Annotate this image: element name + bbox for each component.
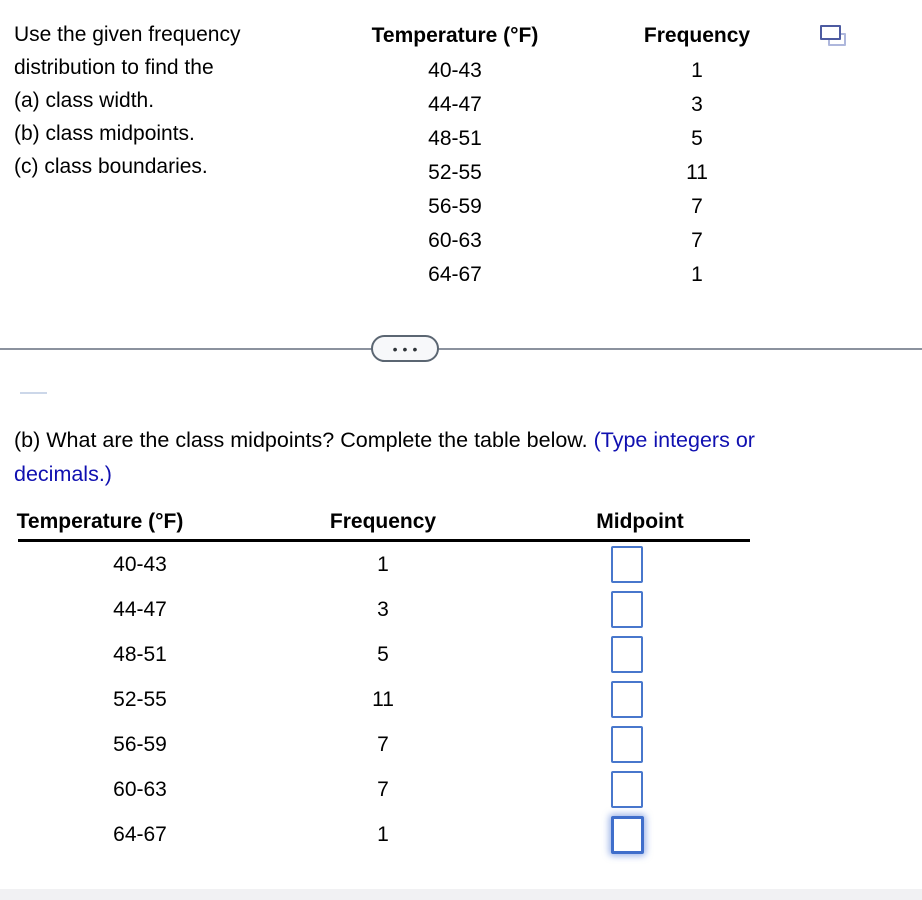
- frequency-value: 5: [377, 642, 389, 666]
- class-range: 40-43: [113, 552, 167, 576]
- midpoint-column-header: Midpoint: [596, 509, 684, 533]
- table-header-row: Temperature (°F) Frequency: [325, 18, 809, 54]
- frequency-value: 1: [691, 263, 703, 286]
- class-range: 56-59: [428, 195, 482, 218]
- table-row: 52-55 11: [0, 677, 780, 722]
- midpoint-input[interactable]: [611, 681, 643, 718]
- class-range: 44-47: [113, 597, 167, 621]
- table-row: 44-47 3: [0, 587, 780, 632]
- table-row: 40-43 1: [325, 54, 809, 88]
- question-b-prompt: (b) What are the class midpoints? Comple…: [14, 428, 594, 452]
- table-row: 48-51 5: [325, 122, 809, 156]
- frequency-value: 11: [686, 161, 708, 184]
- frequency-column-header: Frequency: [643, 24, 751, 47]
- table-row: 56-59 7: [325, 190, 809, 224]
- table-row: 48-51 5: [0, 632, 780, 677]
- class-range: 60-63: [113, 777, 167, 801]
- midpoint-input[interactable]: [611, 771, 643, 808]
- table-row: 40-43 1: [0, 542, 780, 587]
- table-row: 44-47 3: [325, 88, 809, 122]
- class-range: 52-55: [428, 161, 482, 184]
- class-range: 64-67: [428, 263, 482, 286]
- class-range: 40-43: [428, 59, 482, 82]
- frequency-value: 1: [691, 59, 703, 82]
- question-b-text: (b) What are the class midpoints? Comple…: [14, 423, 814, 491]
- ellipsis-toggle-button[interactable]: •••: [371, 335, 439, 362]
- midpoint-input[interactable]: [611, 636, 643, 673]
- copy-icon[interactable]: [820, 25, 848, 48]
- midpoint-input[interactable]: [611, 726, 643, 763]
- frequency-value: 7: [377, 777, 389, 801]
- problem-instructions: Use the given frequency distribution to …: [14, 18, 240, 183]
- answer-table-header-row: Temperature (°F) Frequency Midpoint: [0, 504, 780, 539]
- midpoint-input-focused[interactable]: [611, 815, 644, 854]
- midpoint-input[interactable]: [611, 591, 643, 628]
- table-row: 64-67 1: [0, 812, 780, 857]
- collapsed-marker-dash: [20, 392, 47, 394]
- midpoint-answer-table: Temperature (°F) Frequency Midpoint 40-4…: [0, 504, 780, 857]
- instruction-line: (c) class boundaries.: [14, 155, 208, 178]
- instruction-line: Use the given frequency: [14, 23, 241, 46]
- class-range: 52-55: [113, 687, 167, 711]
- frequency-value: 7: [691, 195, 703, 218]
- class-range: 64-67: [113, 822, 167, 846]
- question-b-format-hint: (Type integers or decimals.): [14, 428, 755, 486]
- instruction-line: (a) class width.: [14, 89, 155, 112]
- table-row: 52-55 11: [325, 156, 809, 190]
- temperature-column-header: Temperature (°F): [16, 509, 184, 533]
- frequency-value: 7: [377, 732, 389, 756]
- instruction-line: distribution to find the: [14, 56, 214, 79]
- bottom-panel-edge: [0, 889, 922, 900]
- table-row: 64-67 1: [325, 258, 809, 292]
- class-range: 56-59: [113, 732, 167, 756]
- temperature-column-header: Temperature (°F): [371, 24, 539, 47]
- frequency-value: 5: [691, 127, 703, 150]
- midpoint-input[interactable]: [611, 546, 643, 583]
- ellipsis-icon: •••: [392, 340, 423, 357]
- copy-icon-front-rect: [820, 25, 841, 40]
- class-range: 48-51: [428, 127, 482, 150]
- table-row: 60-63 7: [325, 224, 809, 258]
- frequency-value: 3: [377, 597, 389, 621]
- class-range: 44-47: [428, 93, 482, 116]
- frequency-value: 11: [372, 687, 394, 711]
- instruction-line: (b) class midpoints.: [14, 122, 195, 145]
- frequency-value: 3: [691, 93, 703, 116]
- frequency-value: 1: [377, 552, 389, 576]
- frequency-column-header: Frequency: [329, 509, 437, 533]
- section-divider: [0, 348, 922, 350]
- table-row: 56-59 7: [0, 722, 780, 767]
- class-range: 48-51: [113, 642, 167, 666]
- frequency-distribution-table: Temperature (°F) Frequency 40-43 1 44-47…: [325, 18, 809, 292]
- frequency-value: 1: [377, 822, 389, 846]
- table-row: 60-63 7: [0, 767, 780, 812]
- frequency-value: 7: [691, 229, 703, 252]
- class-range: 60-63: [428, 229, 482, 252]
- header-underline: [18, 539, 750, 542]
